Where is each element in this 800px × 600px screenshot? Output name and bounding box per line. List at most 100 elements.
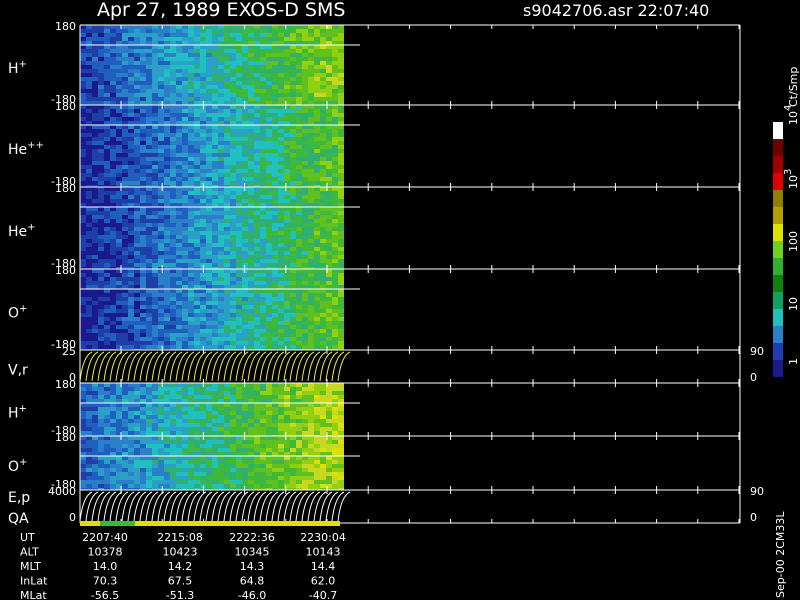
cell (284, 313, 290, 317)
cell (326, 317, 332, 321)
cell (152, 121, 158, 125)
cell (146, 195, 152, 199)
cell (278, 484, 284, 488)
cell (140, 448, 146, 452)
cell (290, 215, 296, 219)
cell (278, 247, 284, 251)
cell (278, 77, 284, 81)
cell (134, 121, 140, 125)
cell (86, 89, 92, 93)
cell (128, 337, 134, 341)
cell (248, 407, 254, 411)
cell (194, 387, 200, 391)
cell (236, 269, 242, 273)
cell (206, 117, 212, 121)
cell (224, 251, 230, 255)
cell (104, 337, 110, 341)
cell (194, 273, 200, 277)
cell (98, 289, 104, 293)
cell (212, 117, 218, 121)
cell (182, 227, 188, 231)
cell (188, 125, 194, 129)
cell (116, 333, 122, 337)
trace (163, 491, 177, 522)
cell (308, 341, 314, 345)
cell (248, 33, 254, 37)
cell (200, 289, 206, 293)
cell (170, 153, 176, 157)
cell (230, 456, 236, 460)
cell (158, 285, 164, 289)
cell (152, 269, 158, 273)
cell (302, 33, 308, 37)
cell (218, 125, 224, 129)
cell (206, 199, 212, 203)
cell (242, 337, 248, 341)
cell (290, 185, 296, 187)
cell (116, 251, 122, 255)
cell (308, 129, 314, 133)
cell (164, 153, 170, 157)
cell (200, 207, 206, 211)
cell (140, 141, 146, 145)
cell (338, 219, 344, 223)
cell (284, 247, 290, 251)
cell (176, 53, 182, 57)
cell (206, 109, 212, 113)
cell (206, 415, 212, 419)
cell (302, 259, 308, 263)
cell (272, 329, 278, 333)
cell (134, 231, 140, 235)
cell (332, 259, 338, 263)
cell (308, 273, 314, 277)
cell (146, 29, 152, 33)
cell (332, 25, 338, 29)
cell (146, 317, 152, 321)
cell (284, 133, 290, 137)
cell (92, 333, 98, 337)
cell (272, 157, 278, 161)
cell (326, 231, 332, 235)
cell (110, 436, 116, 440)
trace (115, 491, 129, 522)
cell (302, 480, 308, 484)
cell (98, 273, 104, 277)
cell (302, 243, 308, 247)
cell (80, 57, 86, 61)
trace (103, 491, 117, 522)
cell (248, 313, 254, 317)
cell (290, 395, 296, 399)
cell (122, 293, 128, 297)
cell (158, 109, 164, 113)
cell (320, 317, 326, 321)
cell (80, 211, 86, 215)
cell (194, 137, 200, 141)
cell (308, 29, 314, 33)
cell (248, 165, 254, 169)
cell (158, 345, 164, 349)
cell (194, 297, 200, 301)
cell (104, 177, 110, 181)
cell (248, 415, 254, 419)
cell (218, 411, 224, 415)
cell (80, 468, 86, 472)
cell (284, 251, 290, 255)
cell (212, 399, 218, 403)
cell (104, 53, 110, 57)
cell (308, 317, 314, 321)
cell (152, 109, 158, 113)
cell (104, 231, 110, 235)
cell (332, 89, 338, 93)
cell (242, 121, 248, 125)
cell (206, 33, 212, 37)
cell (236, 444, 242, 448)
cell (320, 149, 326, 153)
cell (320, 345, 326, 349)
cell (164, 41, 170, 45)
cell (290, 157, 296, 161)
cell (242, 480, 248, 484)
cell (230, 153, 236, 157)
cell (80, 215, 86, 219)
cell (224, 85, 230, 89)
cell (164, 33, 170, 37)
